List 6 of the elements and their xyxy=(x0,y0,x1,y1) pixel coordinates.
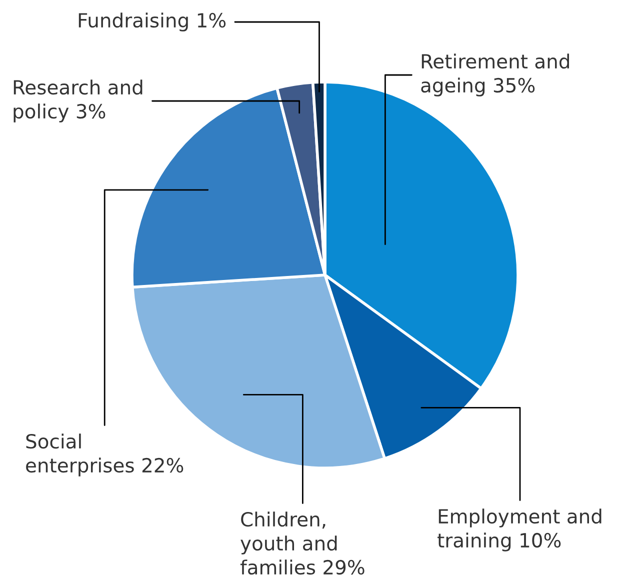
slice-label: Social enterprises 22% xyxy=(26,434,184,476)
slice-label: Employment and training 10% xyxy=(438,508,602,552)
slice-label: Children, youth and families 29% xyxy=(240,512,364,575)
slice-label: Research and policy 3% xyxy=(14,80,142,122)
slice-label: Fundraising 1% xyxy=(78,12,226,32)
slice-label: Retirement and ageing 35% xyxy=(421,54,569,96)
